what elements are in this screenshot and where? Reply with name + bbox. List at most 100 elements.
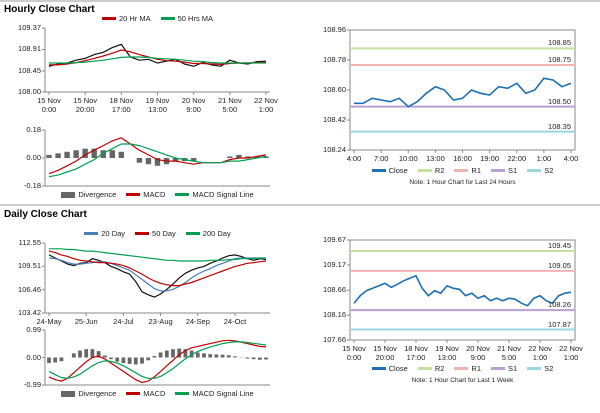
y-tick-label: 109.51 <box>18 261 41 271</box>
x-tick-label: 1:00 <box>536 154 552 163</box>
legend-label: Close <box>388 166 408 175</box>
divergence-bar <box>251 357 256 360</box>
x-tick-label: 10:00 <box>398 154 418 163</box>
y-tick-label: 112.55 <box>18 238 41 247</box>
divergence-bar <box>227 156 233 158</box>
legend-swatch <box>454 169 469 172</box>
legend-item: MACD Signal Line <box>175 190 254 199</box>
level-label: 108.50 <box>548 96 571 106</box>
divergence-bar <box>172 158 179 162</box>
level-label: 107.87 <box>548 319 571 329</box>
y-tick-label: -0.99 <box>23 380 41 389</box>
legend-label: 20 Hr MA <box>118 14 151 23</box>
legend-item: S2 <box>527 166 553 175</box>
x-tick-label: 22 Nov 1:00 <box>559 344 583 362</box>
level-label: 109.05 <box>548 260 571 270</box>
y-tick-label: 109.17 <box>323 259 346 269</box>
divergence-bar <box>146 357 151 361</box>
legend-swatch <box>371 169 386 172</box>
legend-label: 20 Day <box>101 229 126 238</box>
legend-item: S1 <box>491 166 517 175</box>
divergence-bar <box>82 148 88 158</box>
level-label: 108.85 <box>548 38 571 48</box>
legend-label: 200 Day <box>202 229 231 238</box>
legend-item: R2 <box>417 166 444 175</box>
note: Note: 1 Hour Chart for Last 24 Hours <box>409 179 516 186</box>
y-tick-label: 108.16 <box>323 310 346 320</box>
y-tick-label: 108.60 <box>323 85 346 94</box>
divergence-bar <box>121 357 126 364</box>
divergence-bar <box>177 348 182 358</box>
legend-item: 20 Day <box>84 229 125 238</box>
x-tick-label: 19:00 <box>480 154 500 163</box>
divergence-bar <box>190 158 197 162</box>
legend-label: MACD Signal Line <box>192 389 254 398</box>
legend-item: R2 <box>417 364 445 373</box>
legend-label: S2 <box>544 166 554 175</box>
legend-label: R2 <box>434 364 445 373</box>
series-line <box>354 77 572 108</box>
legend-item: 50 Hrs MA <box>160 14 214 23</box>
x-tick-label: 15 Nov 0:00 <box>342 344 366 362</box>
divergence-bar <box>140 357 144 364</box>
divergence-bar <box>236 154 242 158</box>
x-tick-label: 15 Nov 20:00 <box>373 344 397 362</box>
divergence-bar <box>115 357 120 362</box>
x-tick-label: 24-May <box>36 317 62 326</box>
y-tick-label: 103.42 <box>18 308 41 317</box>
legend-swatch <box>417 367 432 370</box>
divergence-bar <box>208 354 213 358</box>
divergence-bar <box>96 351 101 358</box>
y-tick-label: 0.99 <box>26 325 41 334</box>
legend-item: Divergence <box>61 190 116 199</box>
series-line <box>48 143 267 178</box>
y-tick-label: 0.00 <box>26 352 41 362</box>
divergence-bar <box>55 153 61 158</box>
legend-swatch <box>491 169 505 172</box>
y-tick-label: 106.46 <box>18 284 41 294</box>
series-line <box>48 250 267 287</box>
y-tick-label: -0.18 <box>23 181 41 190</box>
y-tick-label: 108.24 <box>323 145 346 154</box>
legend-swatch <box>454 367 469 370</box>
legend-item: R1 <box>454 364 481 373</box>
divergence-bar <box>254 156 260 158</box>
divergence-bar <box>100 150 106 158</box>
legend-label: R1 <box>471 364 481 373</box>
divergence-bar <box>164 350 169 358</box>
divergence-bar <box>118 151 125 158</box>
legend-label: 50 Hrs MA <box>177 14 214 23</box>
level-label: 108.26 <box>548 300 571 310</box>
divergence-bar <box>78 350 82 358</box>
x-tick-label: 21 Nov 5:00 <box>497 344 521 362</box>
divergence-bar <box>46 154 52 158</box>
legend-label: Close <box>388 364 408 373</box>
x-tick-label: 18 Nov 17:00 <box>404 344 428 362</box>
series-line <box>48 254 267 298</box>
divergence-bar <box>264 357 268 360</box>
legend-swatch <box>160 17 175 20</box>
divergence-bar <box>133 357 138 365</box>
divergence-bar <box>263 156 269 158</box>
x-tick-label: 20 Nov 9:00 <box>466 344 490 362</box>
legend-swatch <box>527 169 542 172</box>
legend: Divergence MACD MACD Signal Line <box>45 389 270 398</box>
legend-swatch <box>101 17 116 20</box>
x-tick-label: 25-Jun <box>74 317 98 326</box>
divergence-bar <box>64 151 70 158</box>
divergence-bar <box>233 356 237 358</box>
divergence-bar <box>245 357 250 359</box>
x-tick-label: 19 Nov 13:00 <box>145 96 170 114</box>
legend-swatch <box>61 390 76 397</box>
section-title: Daily Close Chart <box>4 209 87 220</box>
divergence-bar <box>171 349 175 358</box>
y-tick-label: 108.42 <box>323 115 346 124</box>
divergence-bar <box>53 357 58 363</box>
legend: Close R2 R1 S1 S2 <box>350 166 575 175</box>
x-tick-label: 24-Sep <box>185 317 210 326</box>
legend-swatch <box>126 392 141 395</box>
legend-item: R1 <box>454 166 481 175</box>
y-tick-label: 0.00 <box>26 153 41 162</box>
legend-swatch <box>135 232 150 235</box>
